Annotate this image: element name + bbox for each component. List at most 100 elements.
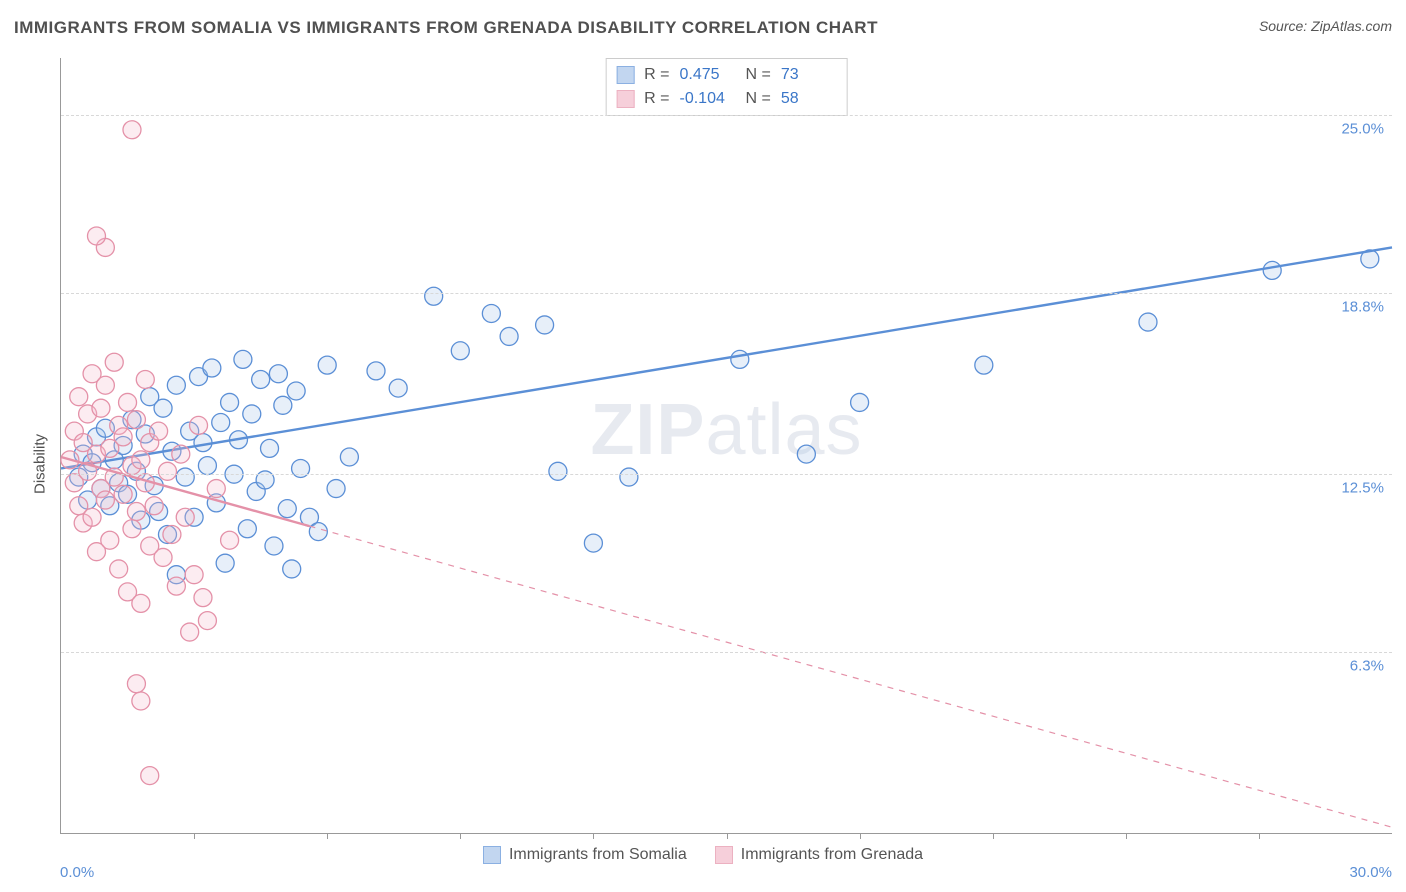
legend-swatch (483, 846, 501, 864)
scatter-point (451, 342, 469, 360)
series-legend: Immigrants from Somalia Immigrants from G… (14, 846, 1392, 864)
scatter-point (132, 692, 150, 710)
scatter-point (536, 316, 554, 334)
scatter-point (243, 405, 261, 423)
scatter-point (584, 534, 602, 552)
scatter-point (207, 480, 225, 498)
scatter-point (167, 376, 185, 394)
scatter-point (127, 411, 145, 429)
scatter-point (198, 457, 216, 475)
scatter-svg (61, 58, 1392, 833)
scatter-point (87, 227, 105, 245)
stats-legend: R =0.475N =73R =-0.104N =58 (605, 58, 848, 116)
x-axis-max: 30.0% (1349, 864, 1392, 881)
source-attribution: Source: ZipAtlas.com (1259, 18, 1392, 34)
scatter-point (975, 356, 993, 374)
stat-N-label: N = (746, 63, 771, 87)
scatter-point (216, 554, 234, 572)
scatter-point (127, 675, 145, 693)
scatter-point (221, 393, 239, 411)
x-tick (727, 833, 728, 839)
x-tick (1126, 833, 1127, 839)
stat-R-label: R = (644, 63, 669, 87)
scatter-point (123, 520, 141, 538)
scatter-point (252, 370, 270, 388)
series-legend-item: Immigrants from Grenada (715, 846, 923, 864)
scatter-point (167, 577, 185, 595)
regression-line-dashed (309, 526, 1392, 827)
legend-swatch (715, 846, 733, 864)
source-label: Source: (1259, 18, 1307, 34)
y-tick-label: 18.8% (1341, 299, 1384, 316)
scatter-point (158, 462, 176, 480)
series-name: Immigrants from Grenada (741, 846, 923, 864)
scatter-point (132, 451, 150, 469)
scatter-point (154, 548, 172, 566)
stat-N-value: 58 (781, 87, 837, 111)
scatter-point (105, 353, 123, 371)
scatter-point (92, 399, 110, 417)
scatter-point (367, 362, 385, 380)
scatter-point (150, 422, 168, 440)
series-name: Immigrants from Somalia (509, 846, 687, 864)
scatter-point (163, 525, 181, 543)
stats-legend-row: R =0.475N =73 (616, 63, 837, 87)
scatter-point (190, 416, 208, 434)
x-tick (327, 833, 328, 839)
scatter-point (283, 560, 301, 578)
scatter-point (176, 468, 194, 486)
scatter-point (96, 376, 114, 394)
scatter-point (340, 448, 358, 466)
scatter-point (141, 767, 159, 785)
scatter-point (278, 500, 296, 518)
scatter-point (265, 537, 283, 555)
gridline-h (61, 115, 1392, 116)
x-tick (194, 833, 195, 839)
chart-title: IMMIGRANTS FROM SOMALIA VS IMMIGRANTS FR… (14, 18, 878, 38)
x-axis-min: 0.0% (60, 864, 94, 881)
x-tick (860, 833, 861, 839)
scatter-point (620, 468, 638, 486)
y-tick-label: 6.3% (1350, 658, 1384, 675)
scatter-point (851, 393, 869, 411)
scatter-point (96, 491, 114, 509)
scatter-point (145, 497, 163, 515)
scatter-point (425, 287, 443, 305)
scatter-point (309, 523, 327, 541)
stat-N-label: N = (746, 87, 771, 111)
legend-swatch (616, 66, 634, 84)
x-tick (993, 833, 994, 839)
scatter-point (114, 485, 132, 503)
scatter-point (269, 365, 287, 383)
scatter-point (132, 594, 150, 612)
scatter-point (287, 382, 305, 400)
y-tick-label: 25.0% (1341, 121, 1384, 138)
y-tick-label: 12.5% (1341, 480, 1384, 497)
scatter-point (123, 121, 141, 139)
scatter-point (181, 623, 199, 641)
scatter-point (110, 560, 128, 578)
scatter-point (549, 462, 567, 480)
scatter-point (185, 566, 203, 584)
scatter-point (119, 393, 137, 411)
scatter-point (797, 445, 815, 463)
gridline-h (61, 293, 1392, 294)
source-link[interactable]: ZipAtlas.com (1311, 18, 1392, 34)
stat-R-value: 0.475 (680, 63, 736, 87)
series-legend-item: Immigrants from Somalia (483, 846, 687, 864)
scatter-point (234, 350, 252, 368)
stat-R-value: -0.104 (680, 87, 736, 111)
x-tick (593, 833, 594, 839)
scatter-point (101, 531, 119, 549)
scatter-point (731, 350, 749, 368)
scatter-point (212, 414, 230, 432)
scatter-point (136, 370, 154, 388)
chart-container: Disability ZIPatlas R =0.475N =73R =-0.1… (14, 50, 1392, 878)
scatter-point (70, 388, 88, 406)
scatter-point (318, 356, 336, 374)
scatter-point (238, 520, 256, 538)
stat-R-label: R = (644, 87, 669, 111)
scatter-point (274, 396, 292, 414)
scatter-point (194, 589, 212, 607)
scatter-point (221, 531, 239, 549)
